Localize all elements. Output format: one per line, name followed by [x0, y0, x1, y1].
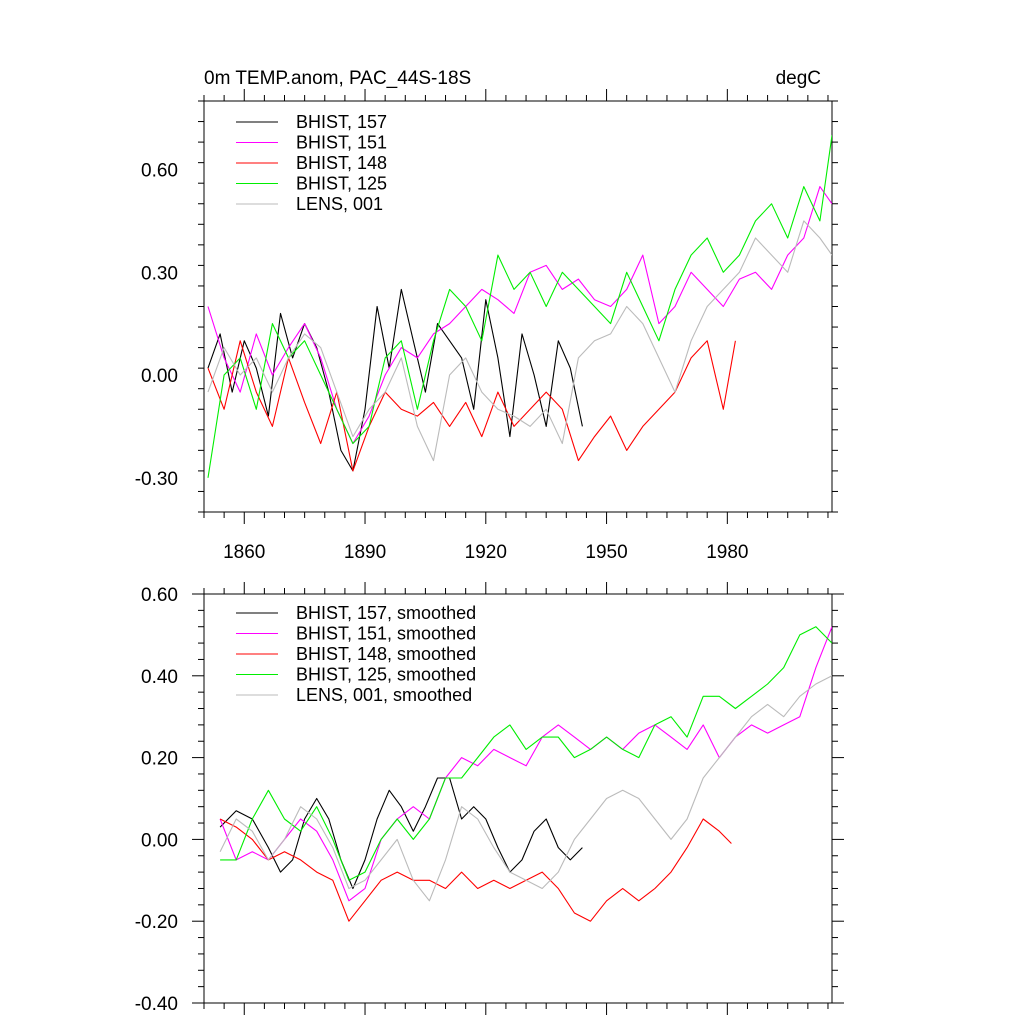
legend-label: BHIST, 125, smoothed: [296, 665, 476, 685]
series-line: [220, 626, 832, 881]
legend-label: BHIST, 157, smoothed: [296, 603, 476, 623]
series-line: [207, 135, 832, 478]
legend-label: BHIST, 148: [296, 153, 387, 173]
x-tick-label: 1890: [344, 542, 386, 563]
series-line: [207, 340, 736, 472]
series-line: [219, 818, 732, 922]
legend-label: BHIST, 148, smoothed: [296, 644, 476, 664]
y-tick-label: 0.00: [141, 830, 178, 851]
y-tick-label: 0.60: [141, 161, 178, 182]
series-line: [207, 220, 832, 462]
x-tick-label: 1860: [223, 542, 265, 563]
legend-label: BHIST, 151, smoothed: [296, 624, 476, 644]
legend-label: BHIST, 151: [296, 133, 387, 153]
series-group: [219, 626, 832, 922]
y-tick-label: 0.60: [141, 585, 178, 606]
x-tick-label: 1920: [465, 542, 507, 563]
y-tick-label: 0.00: [141, 366, 178, 387]
y-tick-label: 0.40: [141, 667, 178, 688]
y-tick-label: -0.40: [135, 994, 178, 1015]
x-tick-label: 1980: [706, 542, 748, 563]
series-line: [207, 186, 832, 445]
y-tick-label: 0.30: [141, 263, 178, 284]
y-tick-label: 0.20: [141, 749, 178, 770]
series-line: [207, 288, 583, 472]
series-line: [219, 675, 832, 902]
legend-label: LENS, 001: [296, 194, 383, 214]
series-line: [219, 777, 583, 890]
top-panel: -0.30 0.00 0.30 0.60 1860 1890 1920 1950 1980 BHI…: [135, 89, 838, 563]
title-left: 0m TEMP.anom, PAC_44S-18S: [204, 68, 471, 89]
x-tick-label: 1950: [585, 542, 627, 563]
bottom-panel: -0.40 -0.20 0.00 0.20 0.40 0.60 BHIST, 157, sm…: [135, 582, 844, 1015]
y-tick-label: -0.30: [135, 469, 178, 490]
legend-label: BHIST, 125: [296, 174, 387, 194]
plot-frame: [203, 593, 833, 1004]
legend-label: LENS, 001, smoothed: [296, 685, 472, 705]
y-tick-label: -0.20: [135, 912, 178, 933]
title-right: degC: [776, 68, 821, 89]
series-group: [207, 135, 832, 478]
legend-label: BHIST, 157: [296, 112, 387, 132]
